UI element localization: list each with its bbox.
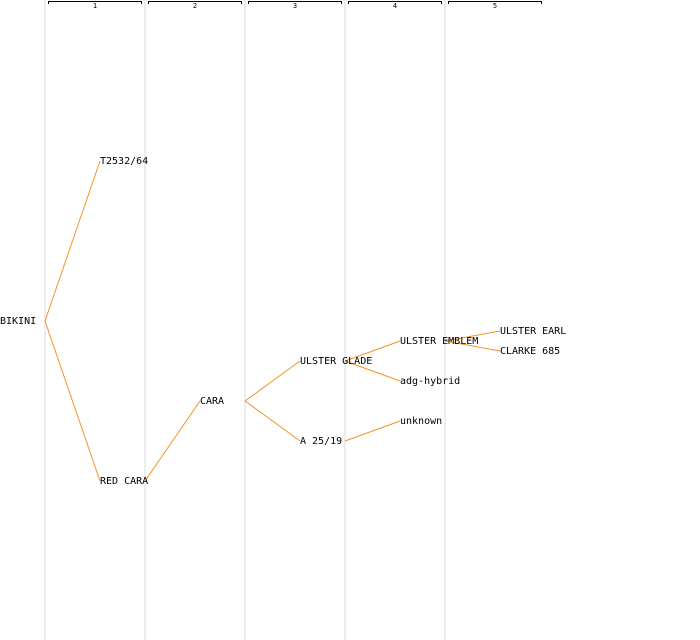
generation-bracket-1 <box>48 1 142 4</box>
node-root[interactable]: BIKINI <box>0 316 37 327</box>
node-g5-bottom[interactable]: CLARKE 685 <box>500 346 561 357</box>
node-g1-bottom[interactable]: RED CARA <box>100 476 149 487</box>
node-g5-top[interactable]: ULSTER EARL <box>500 326 567 337</box>
node-g3-bottom[interactable]: A 25/19 <box>300 436 343 447</box>
link-cara-a2519 <box>244 400 301 442</box>
link-cara-ulsterglade <box>244 360 301 402</box>
node-g4-bottom[interactable]: unknown <box>400 416 443 427</box>
node-g1-top[interactable]: T2532/64 <box>100 156 149 167</box>
column-divider <box>344 0 346 640</box>
node-g3-top[interactable]: ULSTER GLADE <box>300 356 373 367</box>
column-divider <box>244 0 246 640</box>
node-g4-top[interactable]: ULSTER EMBLEM <box>400 336 479 347</box>
column-divider <box>444 0 446 640</box>
generation-label-5: 5 <box>492 2 498 10</box>
generation-bracket-4 <box>348 1 442 4</box>
generation-label-4: 4 <box>392 2 398 10</box>
generation-bracket-3 <box>248 1 342 4</box>
generation-bracket-5 <box>448 1 542 4</box>
generation-bracket-2 <box>148 1 242 4</box>
link-root-dam <box>44 320 101 482</box>
link-root-sire <box>44 160 101 322</box>
generation-label-2: 2 <box>192 2 198 10</box>
link-redcara-cara <box>144 400 201 482</box>
node-g2[interactable]: CARA <box>200 396 225 407</box>
link-a2519-unknown <box>344 420 401 442</box>
generation-label-1: 1 <box>92 2 98 10</box>
node-g4-mid[interactable]: adg-hybrid <box>400 376 461 387</box>
column-divider <box>144 0 146 640</box>
generation-label-3: 3 <box>292 2 298 10</box>
column-divider <box>44 0 46 640</box>
